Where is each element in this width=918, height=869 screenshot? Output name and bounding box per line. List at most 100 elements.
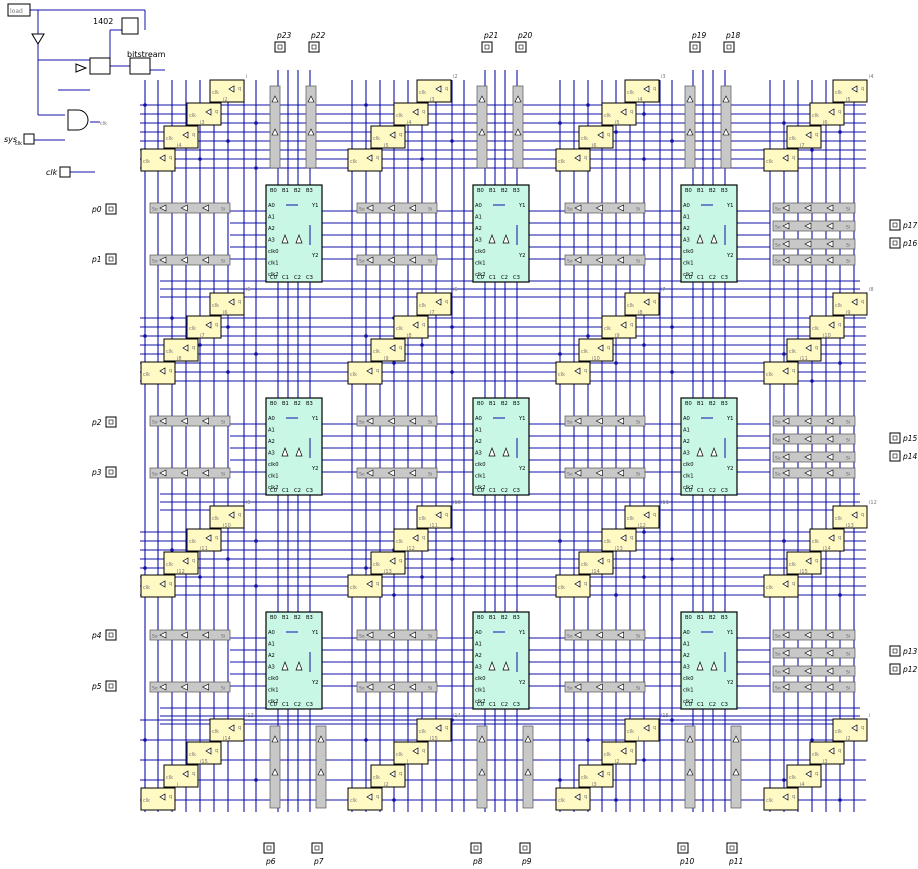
cell-q-label: q [422, 535, 425, 541]
cell-q-label: q [399, 771, 402, 777]
lut-left-port: clk2 [268, 699, 279, 705]
cell-tag: i15 [430, 736, 438, 742]
lut-top-port: B2 [294, 615, 301, 621]
reg-body [720, 85, 732, 169]
cell-tag: i6 [223, 310, 228, 316]
cell-buffer-icon [366, 793, 373, 801]
lut-left-port: A2 [475, 439, 482, 445]
routing-cell: clk q i10 [786, 333, 831, 362]
cell-buffer-icon [182, 770, 189, 778]
lut-buffer-icon [502, 234, 510, 244]
lut-buffer-icon [281, 447, 289, 457]
junction-dot [392, 593, 396, 597]
lut-array: B0 B1 B2 B3 A0 A1 A2 A3 clk0 clk1 clk2 Y1 Y2 C0 C1 C2 C3… [265, 184, 738, 710]
lut-buffer-icon [295, 661, 303, 671]
cell-tag: i12 [638, 523, 646, 529]
cell-box [186, 741, 222, 765]
cell-box [578, 338, 614, 362]
cell-clk-label: clk [419, 90, 426, 96]
lut-left-port: A2 [475, 653, 482, 659]
junction-dot [198, 575, 202, 579]
reg-body [772, 665, 856, 677]
reg-arrow-icon [616, 204, 624, 212]
reg-body [772, 467, 856, 479]
shift-register-v-bottom [684, 725, 696, 809]
cell-tag: i15 [800, 569, 808, 575]
lut-bottom-port: C2 [501, 275, 508, 281]
cell-tag: i2 [615, 759, 620, 765]
cell-q-label: q [861, 86, 864, 92]
lut-left-port: A1 [475, 642, 482, 648]
routing-cell: clk q i9 [809, 310, 851, 339]
cell-q-label: q [584, 155, 587, 161]
load-input-box [7, 3, 31, 17]
cell-q-label: q [861, 512, 864, 518]
reg-si-label: Si [846, 472, 850, 478]
junction-dot [614, 361, 618, 365]
shift-register-h-right: So Si [772, 451, 856, 463]
cell-buffer-icon [366, 154, 373, 162]
reg-arrow-icon [804, 683, 812, 691]
routing-cell: clk q i4 [763, 782, 805, 811]
cell-buffer-icon [412, 321, 419, 329]
cell-buffer-icon [435, 298, 442, 306]
cell-box [555, 574, 591, 598]
junction-dot [226, 370, 230, 374]
sys-clk-sub: clk [15, 141, 22, 147]
routing-cell: clk q i15 [763, 569, 808, 598]
clk-label: clk [46, 168, 58, 177]
pin-bottom: p8 [470, 842, 483, 866]
pin-label: p2 [91, 418, 102, 427]
lut-right-port: Y1 [518, 416, 525, 422]
routing-cell: clk qi [209, 74, 247, 103]
reg-arrow-icon [408, 683, 416, 691]
junction-dot [558, 121, 562, 125]
cell-box [763, 148, 799, 172]
lut-left-port: A3 [683, 665, 690, 671]
reg-arrow-icon [826, 204, 834, 212]
routing-cell: clk q i4 [140, 143, 182, 172]
reg-arrow-icon [317, 768, 325, 776]
routing-cell: clk q i14 [786, 546, 831, 575]
lut-buffer-icon [696, 234, 704, 244]
routing-cell: clk q i11 [763, 356, 808, 385]
lut-bottom-port: C0 [685, 702, 692, 708]
cell-box [809, 528, 845, 552]
shift-register-h-right: So Si [772, 238, 856, 250]
cell-buffer-icon [643, 85, 650, 93]
lut-left-port: clk2 [683, 699, 694, 705]
junction-dot [782, 121, 786, 125]
cell-tag: i10 [223, 523, 231, 529]
lut-right-port: Y2 [518, 253, 525, 259]
shift-register-h: So Si [564, 202, 646, 214]
pin-label: p13 [902, 647, 918, 656]
cell-tag: i7 [430, 310, 435, 316]
reg-si-label: Si [636, 207, 640, 213]
pin-label: p22 [310, 31, 326, 40]
lut-bottom-port: C1 [489, 488, 496, 494]
junction-dot [450, 139, 454, 143]
pin-inner [726, 44, 732, 50]
reg-si-label: Si [221, 259, 225, 265]
junction-dot [614, 798, 618, 802]
cell-clk-label: clk [396, 326, 403, 332]
junction-dot [614, 593, 618, 597]
shift-register-h: So Si [149, 202, 231, 214]
reg-body [772, 647, 856, 659]
reg-body [772, 629, 856, 641]
reg-si-label: Si [221, 472, 225, 478]
shift-register-h: So Si [564, 681, 646, 693]
reg-arrow-icon [180, 417, 188, 425]
junction-dot [254, 166, 258, 170]
cell-buffer-icon [389, 131, 396, 139]
routing-cell: clk q i5 [578, 120, 620, 149]
pin-top: p21 [481, 31, 498, 53]
reg-arrow-icon [826, 683, 834, 691]
cell-clk-label: clk [789, 349, 796, 355]
routing-cell: clk q i12 [601, 523, 646, 552]
cell-box [578, 125, 614, 149]
lut-top-port: B3 [721, 615, 728, 621]
reg-si-label: Si [221, 420, 225, 426]
reg-arrow-icon [595, 204, 603, 212]
lut-left-port: A3 [268, 238, 275, 244]
